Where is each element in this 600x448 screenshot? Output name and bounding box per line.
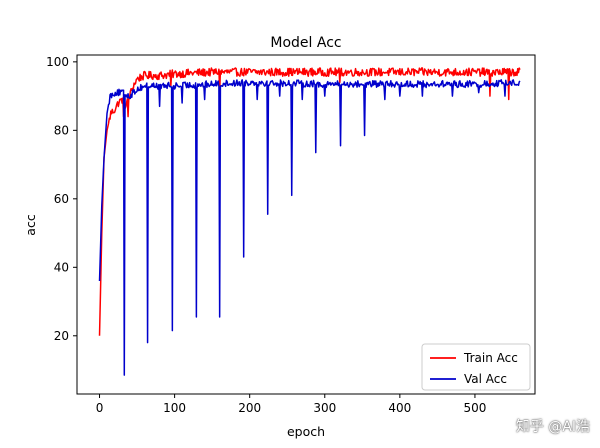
y-tick-label: 100: [46, 55, 69, 69]
series-line-val-acc: [98, 79, 521, 376]
axes-frame: [76, 54, 536, 395]
y-tick-label: 80: [54, 123, 69, 137]
x-tick-label: 500: [463, 401, 486, 415]
chart-title: Model Acc: [270, 35, 341, 51]
x-tick-label: 0: [96, 401, 104, 415]
legend-label-val-acc: Val Acc: [464, 372, 507, 386]
watermark: 知乎 @AI浩: [515, 419, 590, 435]
x-tick-label: 200: [238, 401, 261, 415]
y-axis-label: acc: [23, 214, 38, 236]
y-axis: 20 40 60 80 100: [46, 55, 77, 343]
y-tick-label: 60: [54, 192, 69, 206]
x-axis-label: epoch: [287, 424, 325, 439]
x-tick-label: 400: [388, 401, 411, 415]
y-tick-label: 20: [54, 329, 69, 343]
x-tick-label: 100: [163, 401, 186, 415]
y-tick-label: 40: [54, 260, 69, 274]
x-axis: 0 100 200 300 400 500: [96, 394, 486, 415]
legend: Train Acc Val Acc: [421, 343, 531, 391]
x-tick-label: 300: [313, 401, 336, 415]
plot-area: [76, 54, 536, 395]
series-line-train-acc: [98, 67, 521, 336]
series-layer: [98, 67, 521, 376]
legend-label-train-acc: Train Acc: [463, 351, 518, 365]
